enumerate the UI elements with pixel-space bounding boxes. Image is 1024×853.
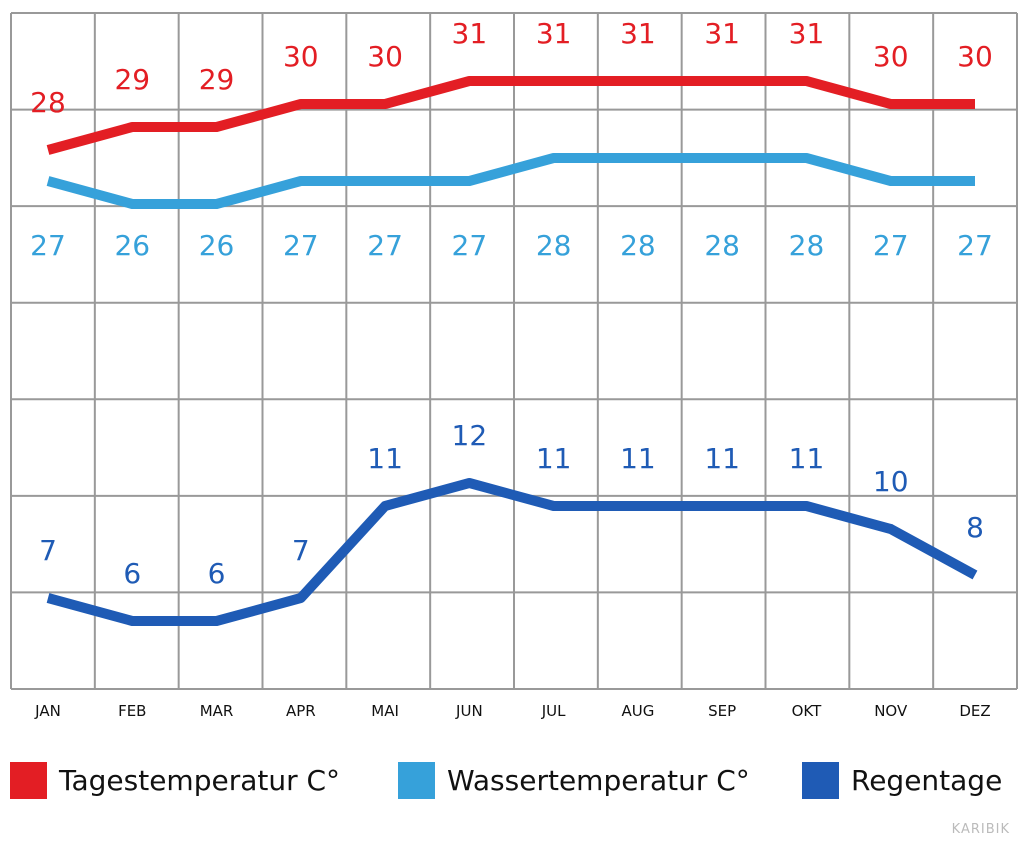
data-label: 28 [704,229,740,262]
data-label: 30 [957,40,993,73]
data-label: 31 [620,17,656,50]
data-label: 30 [367,40,403,73]
data-label: 11 [620,442,656,475]
legend-label: Tagestemperatur C° [59,764,341,797]
legend-swatch-red [10,762,47,799]
data-label: 27 [367,229,403,262]
data-label: 27 [452,229,488,262]
series-line-2 [46,478,978,626]
series-line-1 [46,153,975,209]
data-label: 27 [873,229,909,262]
data-label: 30 [283,40,319,73]
data-label: 11 [704,442,740,475]
legend-item-regentage: Regentage [802,762,1002,799]
x-tick-label: MAR [200,702,234,720]
data-label: 6 [123,557,141,590]
data-label: 30 [873,40,909,73]
data-label: 12 [452,419,488,452]
data-label: 31 [452,17,488,50]
legend-item-tagestemperatur: Tagestemperatur C° [10,762,340,799]
data-label: 26 [199,229,235,262]
x-tick-label: JAN [34,702,61,720]
data-label: 8 [966,511,984,544]
chart-plot: JAN FEB MAR APR MAI JUN JUL AUG SEP OKT NOV DEZ 28 29… [10,12,1018,720]
x-tick-label: JUN [455,702,483,720]
data-label: 11 [789,442,825,475]
data-label: 31 [536,17,572,50]
x-tick-label: JUL [541,702,566,720]
x-tick-label: DEZ [959,702,990,720]
data-label: 27 [957,229,993,262]
data-label: 28 [30,86,66,119]
legend-item-wassertemperatur: Wassertemperatur C° [398,762,750,799]
legend-swatch-darkblue [802,762,839,799]
x-tick-label: FEB [118,702,146,720]
data-label: 29 [114,63,150,96]
data-label: 11 [367,442,403,475]
series-line-0 [46,76,975,155]
data-label: 31 [704,17,740,50]
x-tick-label: NOV [874,702,908,720]
legend-label: Regentage [851,764,1003,797]
x-tick-label: SEP [708,702,736,720]
x-tick-label: MAI [371,702,399,720]
data-label: 27 [30,229,66,262]
data-label: 7 [39,534,57,567]
watermark: KARIBIK [951,822,1010,837]
x-tick-label: OKT [792,702,822,720]
x-tick-label: AUG [621,702,654,720]
data-label: 31 [789,17,825,50]
data-label: 11 [536,442,572,475]
legend-swatch-lightblue [398,762,435,799]
data-label: 7 [292,534,310,567]
legend-label: Wassertemperatur C° [447,764,750,797]
data-label: 28 [620,229,656,262]
data-label: 10 [873,465,909,498]
data-label: 28 [789,229,825,262]
data-label: 28 [536,229,572,262]
data-label: 27 [283,229,319,262]
x-tick-label: APR [286,702,316,720]
data-label: 6 [208,557,226,590]
data-label: 26 [114,229,150,262]
data-label: 29 [199,63,235,96]
